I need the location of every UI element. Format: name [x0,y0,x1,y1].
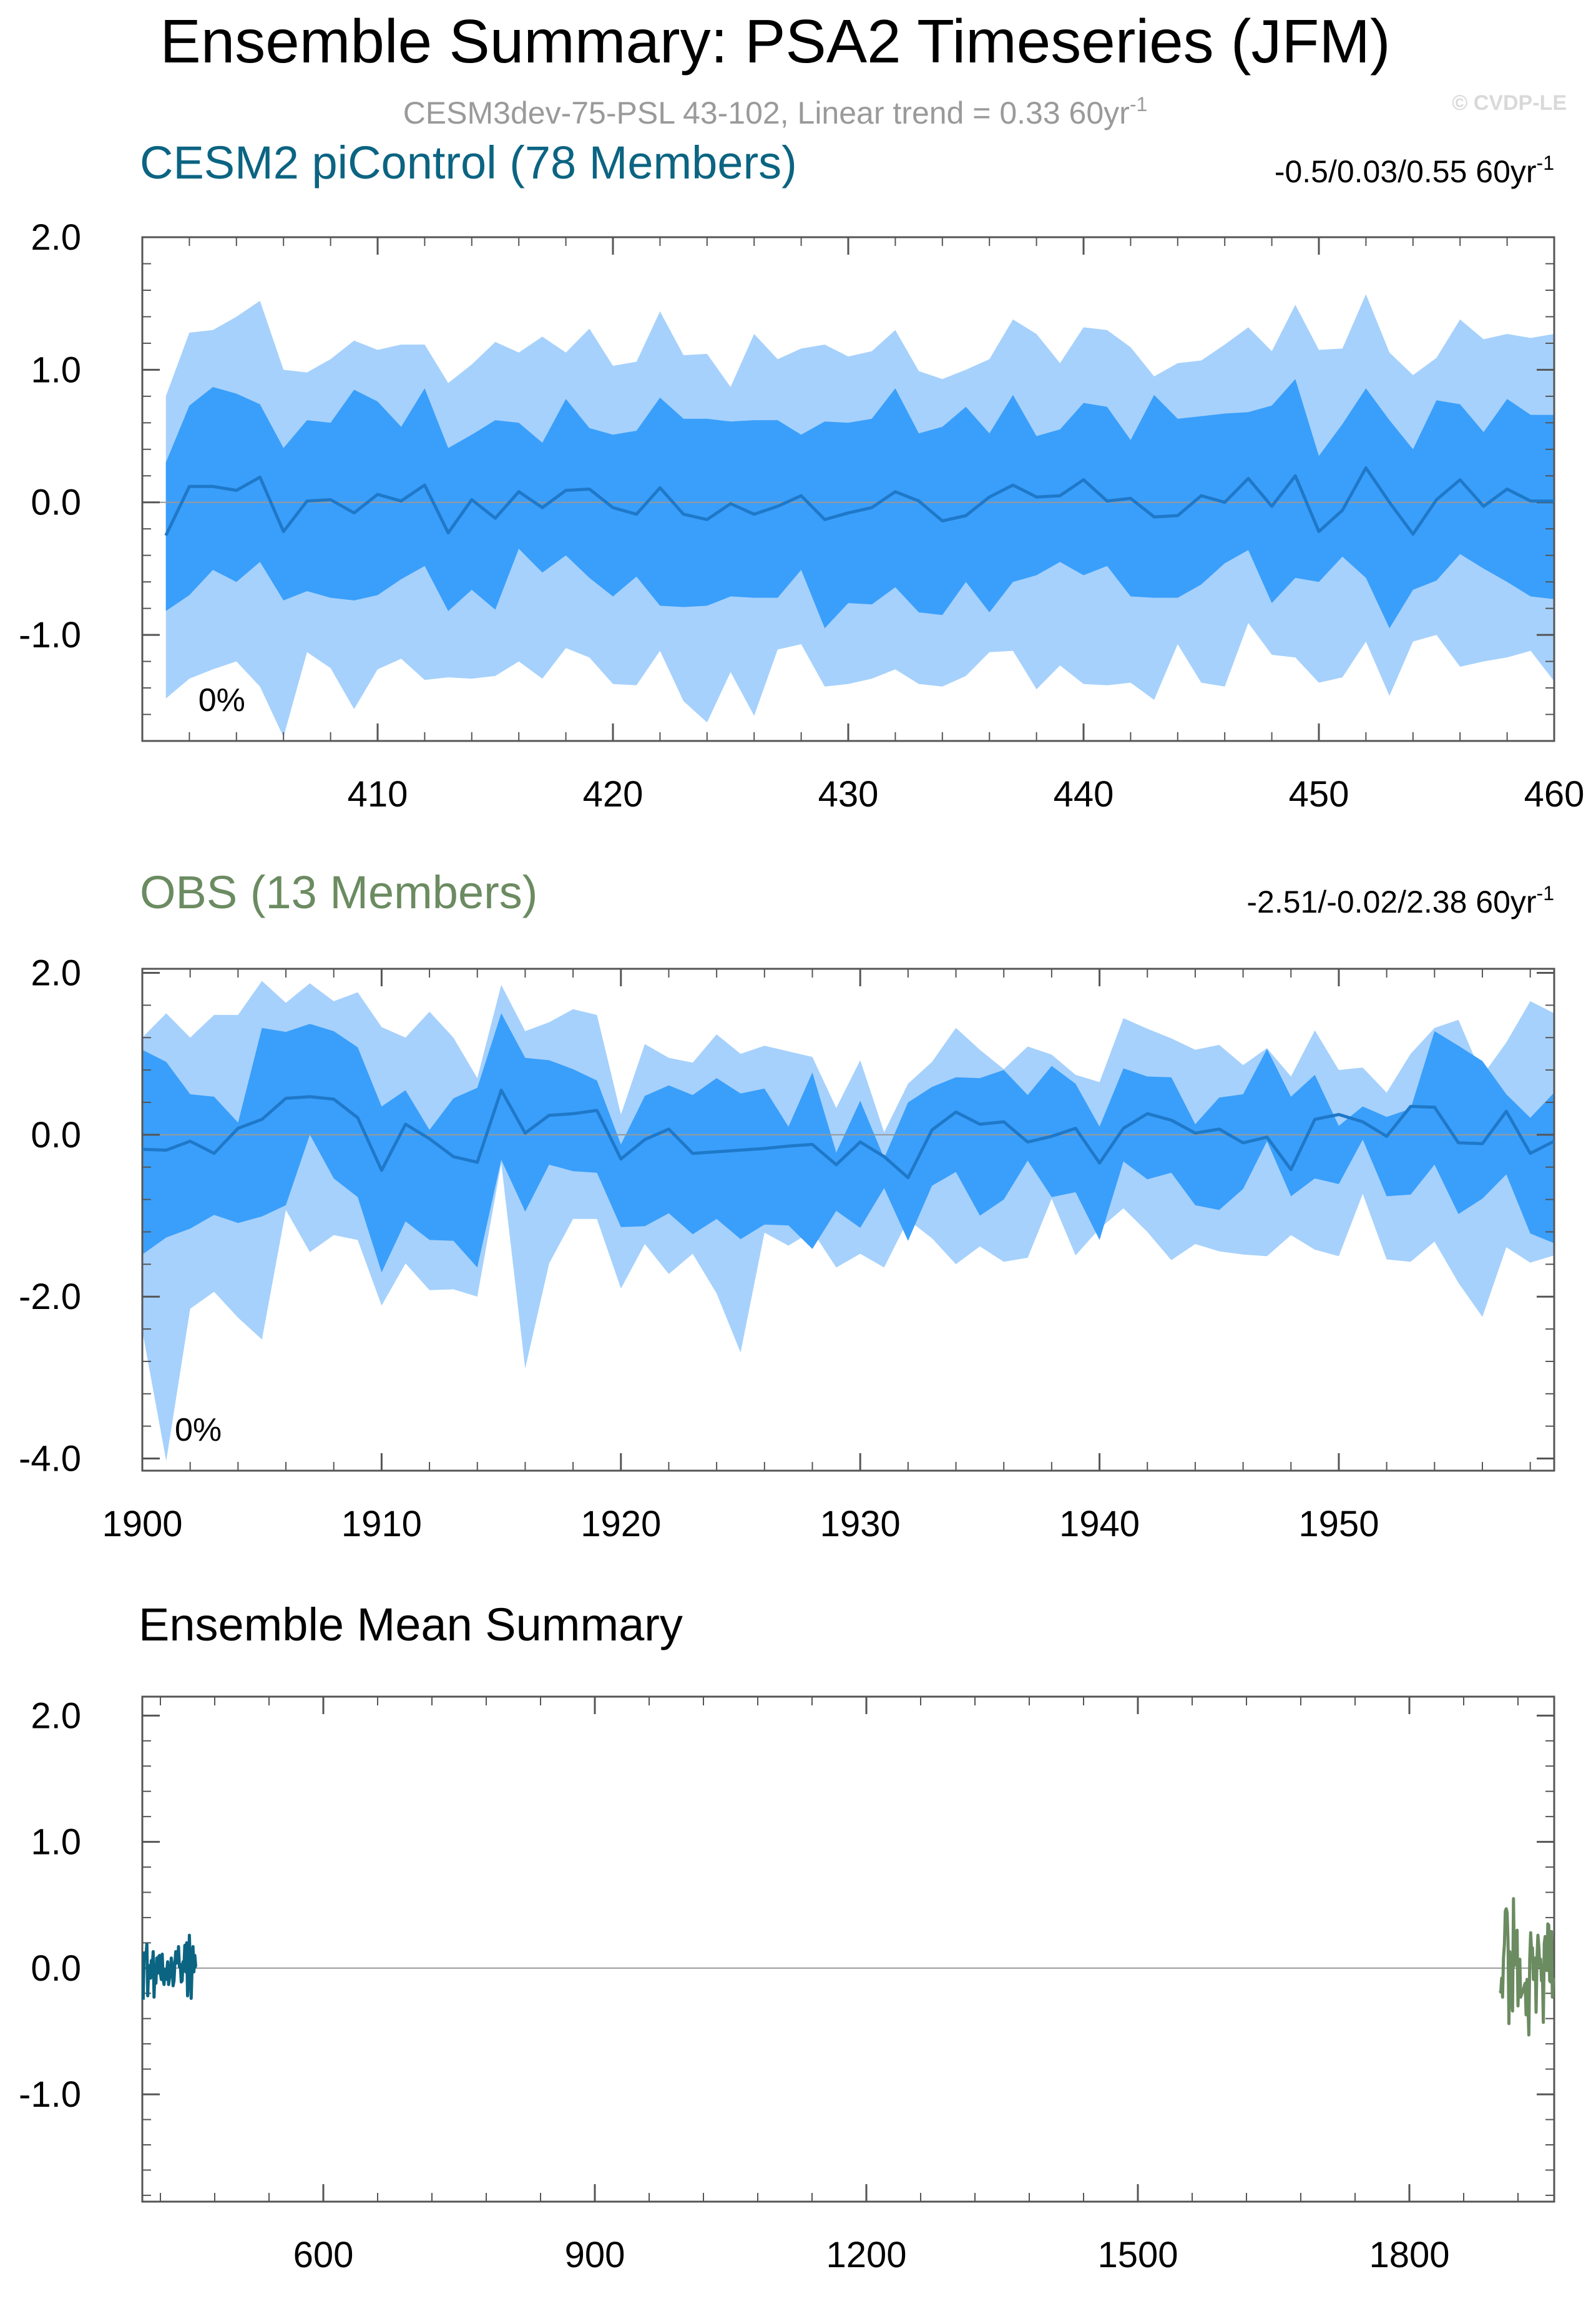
cesm-y-tick-label: -1.0 [19,615,81,655]
watermark: © CVDP-LE [1452,91,1567,115]
obs-x-tick-label: 1950 [1298,1504,1379,1544]
summary-y-tick-label: 0.0 [31,1948,81,1989]
obs-trend-text: -2.51/-0.02/2.38 60yr [1246,885,1536,919]
obs-trend-label: -2.51/-0.02/2.38 60yr-1 [1246,882,1554,919]
obs-y-tick-label: 2.0 [31,953,81,993]
cesm-trend-sup: -1 [1537,152,1554,174]
obs-plot-frame [141,968,1555,1472]
cesm-ensemble-mean-line [164,466,1554,536]
cesm-x-tick-label: 460 [1524,774,1585,815]
obs-x-tick-label: 1900 [102,1504,182,1544]
figure-subtitle: CESM3dev-75-PSL 43-102, Linear trend = 0… [403,93,1148,130]
obs-ensemble-mean-line [142,1089,1555,1180]
obs-y-tick-label: -4.0 [19,1439,81,1479]
cesm-trend-text: -0.5/0.03/0.55 60yr [1275,154,1537,189]
subtitle-superscript: -1 [1130,93,1147,115]
obs-y-tick-label: -2.0 [19,1277,81,1317]
cesm-x-tick-label: 440 [1054,774,1114,815]
cesm-percent-label: 0% [198,682,245,718]
cesm-panel-title: CESM2 piControl (78 Members) [140,137,797,189]
cesm-x-tick-label: 420 [583,774,644,815]
cesm-interquartile-band [165,379,1555,629]
summary-x-tick-label: 1800 [1369,2235,1449,2275]
summary-x-tick-label: 1200 [826,2235,906,2275]
obs-percent-label: 0% [175,1412,222,1448]
summary-x-tick-label: 600 [293,2235,354,2275]
cesm-trend-label: -0.5/0.03/0.55 60yr-1 [1275,152,1554,189]
cesm-x-tick-label: 450 [1289,774,1349,815]
summary-x-tick-label: 1500 [1097,2235,1178,2275]
obs-x-tick-label: 1930 [820,1504,901,1544]
summary-y-tick-label: -1.0 [19,2074,81,2115]
obs-panel-title: OBS (13 Members) [140,866,537,918]
cesm-y-tick-label: 2.0 [31,217,81,258]
summary-x-tick-label: 900 [565,2235,625,2275]
summary-series-line-cesm [141,1933,198,2000]
summary-panel-title: Ensemble Mean Summary [139,1599,683,1650]
obs-x-tick-label: 1940 [1059,1504,1140,1544]
cesm-chart: 410 420 430 440 450 460 2.0 1.0 0.0 -1.0 0% [19,217,1584,815]
summary-chart: 600 900 1200 1500 1800 2.0 1.0 0.0 -1.0 [19,1695,1555,2275]
summary-plot-frame [141,1695,1555,2203]
cesm-y-tick-label: 0.0 [31,483,81,523]
cesm-y-tick-label: 1.0 [31,350,81,390]
summary-series-line-obs [1498,1897,1555,2037]
obs-chart: 1900 1910 1920 1930 1940 1950 2.0 0.0 -2.0 -4.0 0% [19,953,1555,1544]
figure-title: Ensemble Summary: PSA2 Timeseries (JFM) [160,7,1390,76]
obs-interquartile-band [142,1013,1554,1273]
obs-trend-sup: -1 [1537,882,1554,905]
obs-y-tick-label: 0.0 [31,1115,81,1155]
obs-x-tick-label: 1910 [341,1504,422,1544]
cesm-x-tick-label: 430 [818,774,879,815]
obs-x-tick-label: 1920 [580,1504,661,1544]
summary-y-tick-label: 2.0 [31,1695,81,1736]
cesm-x-tick-label: 410 [348,774,408,815]
summary-y-tick-label: 1.0 [31,1822,81,1863]
subtitle-main: CESM3dev-75-PSL 43-102, Linear trend = 0… [403,96,1130,130]
